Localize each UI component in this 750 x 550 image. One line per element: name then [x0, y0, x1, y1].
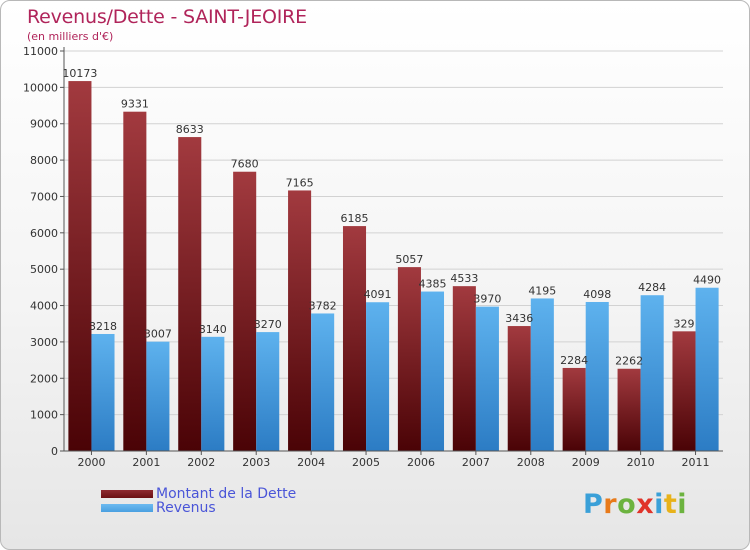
y-tick-label: 5000 [30, 263, 58, 276]
data-label-debt: 6185 [341, 212, 369, 225]
logo-letter: P [583, 489, 604, 520]
data-label-revenue: 3140 [199, 323, 227, 336]
x-tick-label: 2006 [407, 456, 435, 469]
chart-title: Revenus/Dette - SAINT-JEOIRE [27, 6, 307, 28]
x-tick-label: 2010 [627, 456, 655, 469]
data-label-revenue: 4385 [418, 278, 446, 291]
bar-debt [288, 190, 312, 452]
bar-debt [507, 326, 531, 451]
gridlines [64, 50, 723, 452]
bar-revenue [256, 332, 280, 451]
data-label-debt: 7165 [286, 176, 314, 189]
bars [68, 81, 719, 452]
y-tick-label: 8000 [30, 154, 58, 167]
logo-letter: i [677, 489, 688, 520]
bar-debt [617, 368, 641, 451]
bar-debt [123, 111, 147, 451]
data-label-debt: 3436 [505, 312, 533, 325]
y-tick-label: 3000 [30, 336, 58, 349]
bar-revenue [420, 291, 445, 451]
x-tick-label: 2005 [352, 456, 380, 469]
bar-revenue [146, 341, 170, 451]
bar-revenue [311, 313, 335, 451]
data-label-debt: 8633 [176, 123, 204, 136]
bar-debt [233, 171, 257, 451]
data-label-revenue: 3970 [473, 293, 501, 306]
logo-letter: t [663, 489, 678, 520]
bar-debt [178, 137, 202, 451]
logo-letter: x [636, 489, 655, 520]
y-tick-label: 4000 [30, 300, 58, 313]
data-label-revenue: 3218 [89, 320, 117, 333]
data-label-revenue: 4490 [693, 274, 721, 287]
x-tick-label: 2007 [462, 456, 490, 469]
data-label-revenue: 4091 [364, 288, 392, 301]
data-label-debt: 329 [674, 317, 695, 330]
y-tick-label: 2000 [30, 372, 58, 385]
y-tick-label: 9000 [30, 118, 58, 131]
data-label-revenue: 3007 [144, 328, 172, 341]
x-tick-label: 2004 [297, 456, 325, 469]
data-label-debt: 2284 [560, 354, 588, 367]
bar-revenue [475, 306, 499, 451]
bar-revenue [695, 287, 719, 451]
data-label-revenue: 4098 [583, 288, 611, 301]
bar-revenue [585, 301, 609, 451]
axes: 0 1000 2000 3000 4000 5000 6000 7000 8000 9000 100… [23, 45, 723, 469]
data-label-revenue: 4195 [528, 284, 556, 297]
bar-debt [342, 226, 367, 451]
data-label-revenue: 4284 [638, 281, 666, 294]
x-tick-label: 2000 [77, 456, 105, 469]
bar-revenue [91, 333, 115, 451]
bar-debt [672, 331, 696, 451]
data-label-debt: 10173 [62, 67, 97, 80]
data-label-revenue: 3270 [254, 318, 282, 331]
y-tick-label: 6000 [30, 227, 58, 240]
proxiti-logo: Proxiti [583, 489, 687, 520]
y-tick-label: 7000 [30, 190, 58, 203]
data-label-revenue: 3782 [309, 299, 337, 312]
data-label-debt: 7680 [231, 158, 259, 171]
bar-revenue [640, 295, 664, 451]
x-tick-label: 2008 [517, 456, 545, 469]
data-label-debt: 5057 [395, 253, 423, 266]
y-tick-label: 1000 [30, 409, 58, 422]
x-tick-label: 2002 [187, 456, 215, 469]
legend-swatch-revenue [101, 504, 153, 512]
bar-debt [452, 286, 476, 451]
data-labels: 10173 3218 9331 3007 8633 3140 7680 3270 7165 378… [62, 67, 721, 368]
bar-debt [397, 267, 421, 451]
legend-label-revenue: Revenus [156, 500, 216, 516]
y-tick-label: 11000 [23, 45, 58, 58]
data-label-debt: 9331 [121, 98, 149, 111]
logo-letter: o [617, 489, 637, 520]
bar-debt [68, 81, 92, 451]
logo-letter: i [654, 489, 664, 520]
bar-debt [562, 367, 586, 451]
x-tick-label: 2001 [132, 456, 160, 469]
bar-revenue [366, 302, 390, 451]
legend-label-debt: Montant de la Dette [156, 486, 297, 502]
x-tick-label: 2011 [682, 456, 710, 469]
data-label-debt: 4533 [450, 272, 478, 285]
bar-revenue [201, 336, 225, 451]
chart-subtitle: (en milliers d'€) [27, 30, 114, 43]
y-tick-label: 10000 [23, 81, 58, 94]
logo-letter: r [603, 489, 618, 520]
bar-revenue [530, 298, 554, 451]
y-tick-label: 0 [51, 445, 58, 458]
data-label-debt: 2262 [615, 355, 643, 368]
x-tick-label: 2003 [242, 456, 270, 469]
legend-swatch-debt [101, 490, 153, 498]
x-tick-label: 2009 [572, 456, 600, 469]
